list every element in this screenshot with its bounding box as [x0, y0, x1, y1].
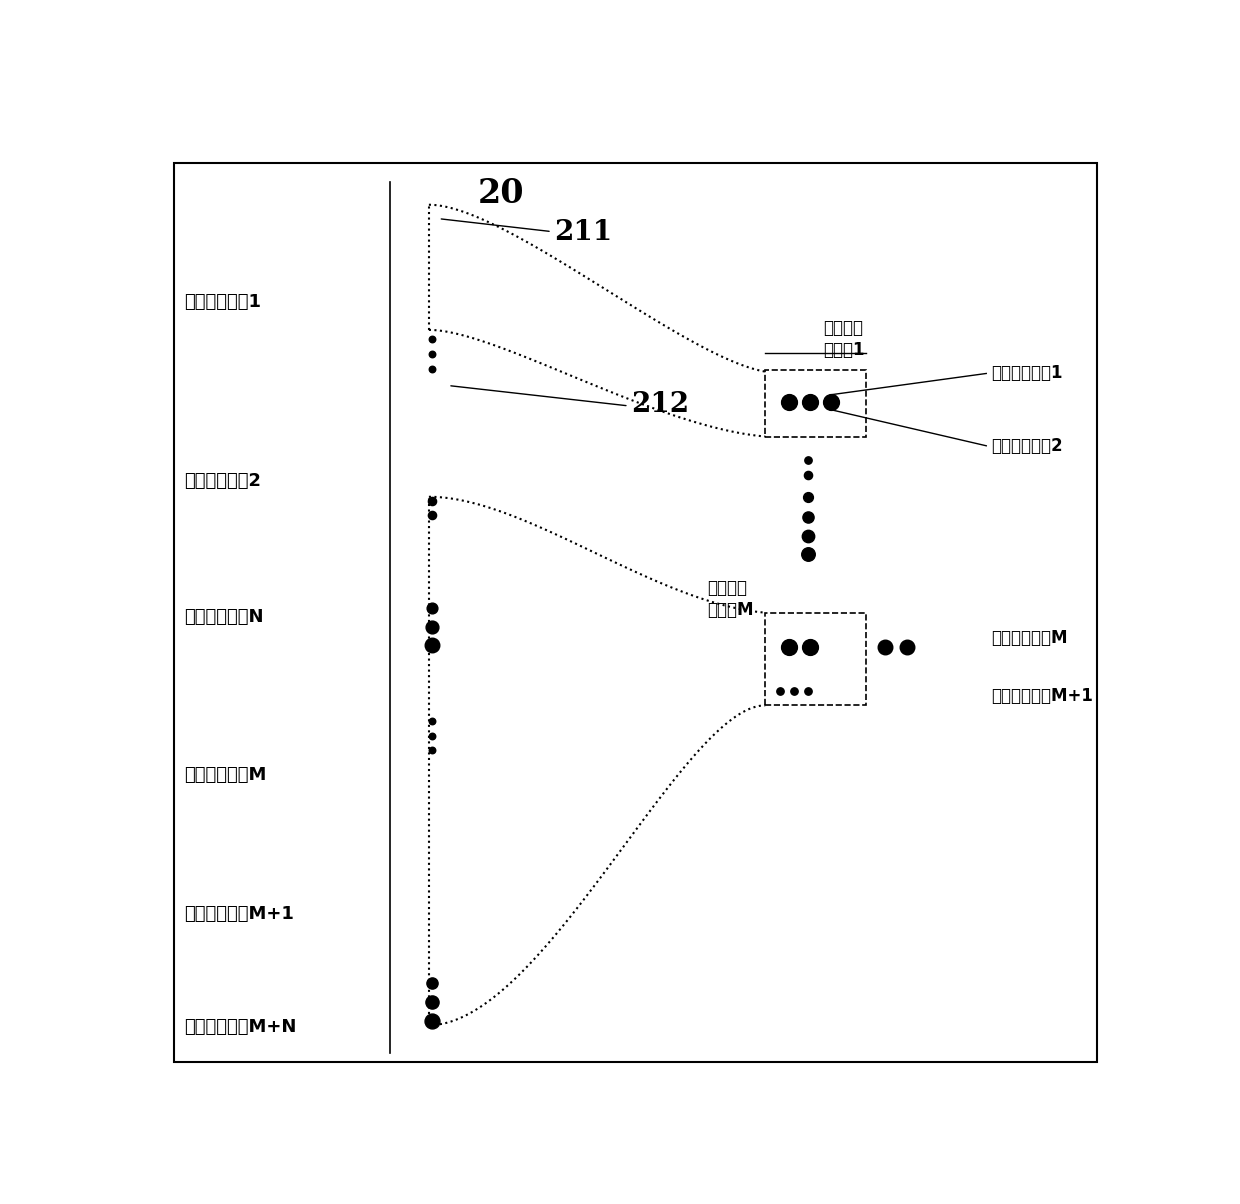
Bar: [765, 370, 866, 437]
Point: [799, 466, 818, 485]
Point: [801, 637, 821, 656]
Text: 输出端子视圶2: 输出端子视圶2: [991, 437, 1063, 455]
Text: 212: 212: [631, 390, 689, 418]
Point: [422, 636, 441, 655]
Text: 输入端子视圶M: 输入端子视圶M: [184, 766, 267, 784]
Point: [422, 726, 441, 745]
Point: [422, 598, 441, 618]
Point: [799, 526, 818, 545]
Point: [422, 974, 441, 993]
Text: 输入端子视圶N: 输入端子视圶N: [184, 608, 263, 626]
Bar: [765, 613, 866, 706]
Text: 输出端子视圶M+1: 输出端子视圶M+1: [991, 687, 1092, 706]
Point: [422, 344, 441, 364]
Text: 输出端子
视圶组1: 输出端子 视圶组1: [823, 319, 864, 359]
Point: [875, 637, 895, 656]
Point: [897, 637, 916, 656]
Point: [422, 740, 441, 760]
Point: [799, 508, 818, 527]
Point: [770, 681, 790, 701]
Point: [422, 491, 441, 510]
Text: 输出端子
视圶组M: 输出端子 视圶组M: [708, 579, 754, 619]
Text: 输入端子视圶M+1: 输入端子视圶M+1: [184, 905, 294, 923]
Point: [821, 393, 841, 412]
Point: [799, 544, 818, 563]
Text: 20: 20: [477, 177, 525, 209]
Point: [801, 393, 821, 412]
Point: [422, 712, 441, 731]
Text: 输出端子视圶M: 输出端子视圶M: [991, 628, 1068, 647]
Point: [799, 681, 818, 701]
Point: [779, 637, 799, 656]
Text: 输出端子视圶1: 输出端子视圶1: [991, 365, 1063, 383]
Point: [799, 488, 818, 507]
Point: [422, 330, 441, 349]
Point: [422, 359, 441, 378]
Text: 输入端子视圶2: 输入端子视圶2: [184, 472, 260, 490]
Point: [422, 616, 441, 636]
Text: 输入端子视圶1: 输入端子视圶1: [184, 293, 260, 311]
Point: [784, 681, 804, 701]
Text: 211: 211: [554, 219, 613, 246]
Point: [422, 506, 441, 525]
Text: 输入端子视圶M+N: 输入端子视圶M+N: [184, 1019, 296, 1037]
Point: [422, 992, 441, 1011]
Point: [779, 393, 799, 412]
Point: [799, 450, 818, 470]
Point: [422, 1011, 441, 1031]
